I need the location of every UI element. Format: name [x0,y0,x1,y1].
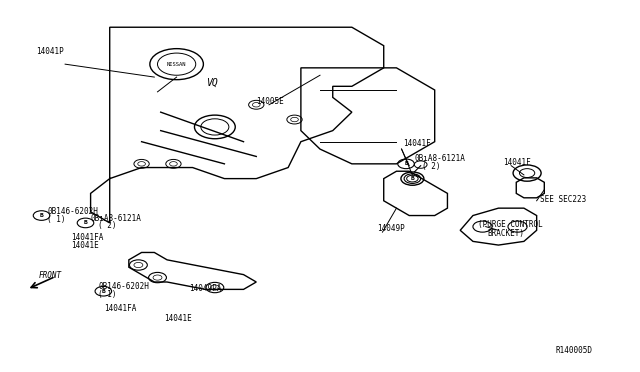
Text: 0BıA8-6121A: 0BıA8-6121A [414,154,465,163]
Text: ( 1): ( 1) [99,290,116,299]
Text: B: B [404,161,408,166]
Text: SEE SEC223: SEE SEC223 [540,195,586,204]
Text: 14041FA: 14041FA [104,304,137,313]
Text: 14041FA: 14041FA [72,233,104,242]
Text: ( 2): ( 2) [422,162,440,171]
Text: FRONT: FRONT [38,271,61,280]
Text: 14049PA: 14049PA [189,284,221,293]
Text: VQ: VQ [206,78,218,88]
Text: 14041P: 14041P [36,47,64,56]
Text: 14049P: 14049P [378,224,405,233]
Text: 0BıA8-6121A: 0BıA8-6121A [91,214,141,222]
Text: 0B146-6202H: 0B146-6202H [99,282,149,291]
Text: 14041E: 14041E [164,314,191,323]
Text: B: B [410,176,414,181]
Text: B: B [40,213,44,218]
Text: ( 2): ( 2) [99,221,116,230]
Text: BRACKET): BRACKET) [487,229,524,238]
Text: 14041E: 14041E [72,241,99,250]
Text: 14041F: 14041F [403,139,431,148]
Text: 0B146-6202H: 0B146-6202H [47,206,98,216]
Text: 14041F: 14041F [504,157,531,167]
Text: (PURGE CONTROL: (PURGE CONTROL [478,220,543,229]
Text: B: B [84,221,88,225]
Text: R140005D: R140005D [556,346,593,355]
Text: 14005E: 14005E [256,97,284,106]
Text: NISSAN: NISSAN [167,62,186,67]
Text: B: B [102,289,105,294]
Text: ( 1): ( 1) [47,215,66,224]
